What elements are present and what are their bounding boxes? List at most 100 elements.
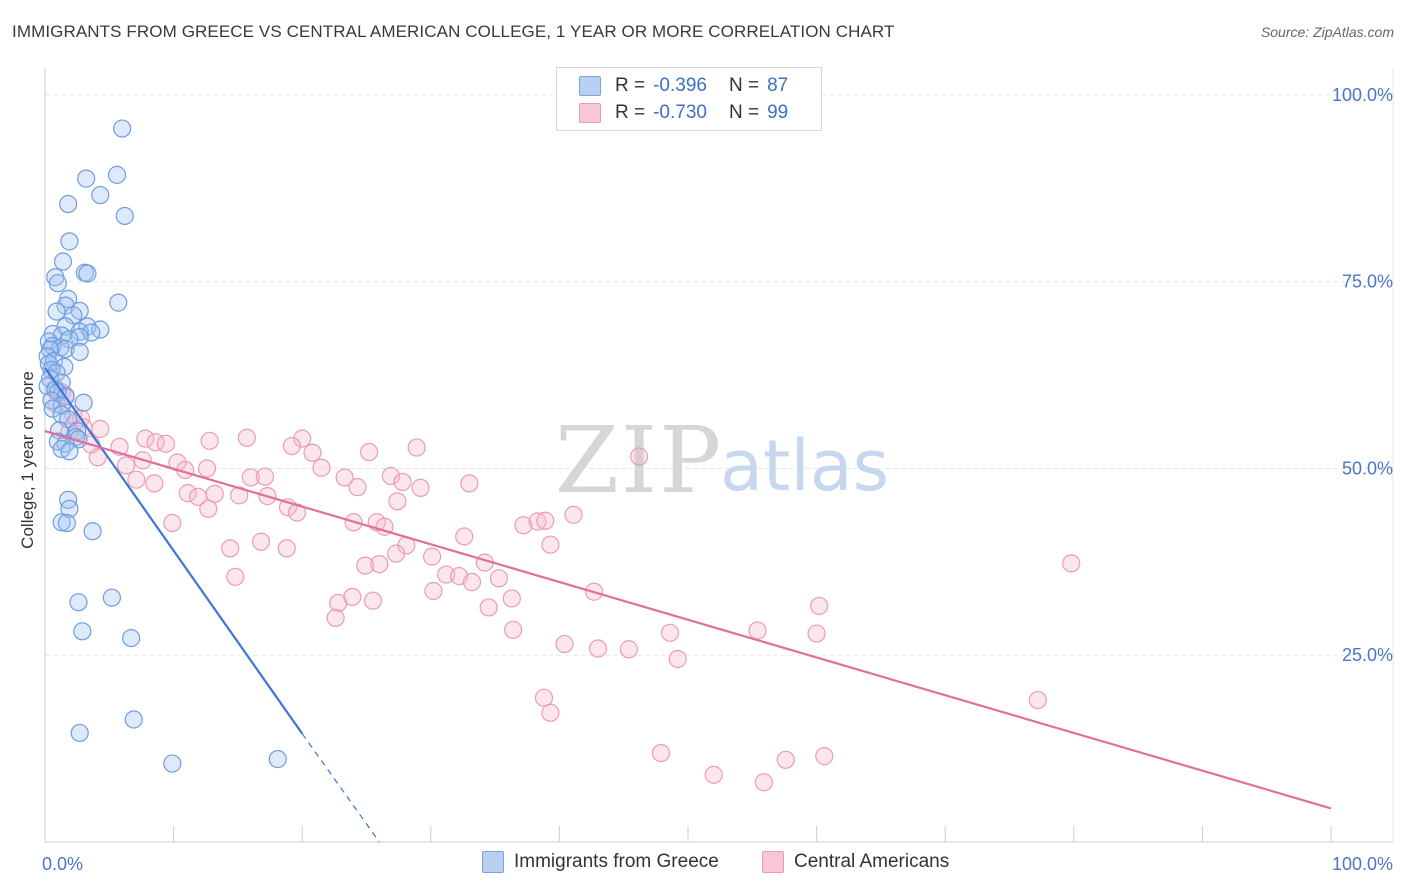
- watermark-zip: ZIP: [555, 407, 723, 514]
- legend-row-blue: R = -0.396 N = 87: [579, 73, 788, 99]
- series-legend: Immigrants from Greece Central Americans: [0, 851, 1406, 879]
- data-point: [541, 703, 560, 722]
- data-point: [555, 634, 574, 654]
- data-point: [303, 443, 322, 462]
- data-point: [293, 429, 312, 448]
- data-point: [748, 621, 767, 640]
- series-immigrants-from-greece: [38, 119, 287, 773]
- data-point: [668, 649, 687, 669]
- trend-line-pink: [44, 430, 1332, 810]
- axes: [44, 68, 1394, 843]
- data-point: [462, 572, 482, 592]
- y-axis-title: College, 1 year or more: [18, 371, 37, 549]
- data-point: [163, 513, 182, 533]
- chart-title: IMMIGRANTS FROM GREECE VS CENTRAL AMERIC…: [12, 22, 895, 41]
- data-point: [424, 581, 443, 601]
- data-point: [422, 547, 442, 566]
- data-point: [381, 466, 401, 486]
- data-point: [651, 743, 671, 763]
- data-point: [660, 623, 680, 642]
- data-point: [326, 608, 345, 627]
- data-point: [386, 544, 406, 563]
- data-point: [343, 587, 362, 607]
- series-central-americans: [46, 378, 1081, 792]
- data-point: [241, 468, 260, 487]
- data-point: [88, 448, 107, 467]
- data-point: [407, 438, 426, 457]
- data-point: [91, 185, 110, 205]
- legend-n-value-blue: 87: [767, 75, 789, 96]
- data-point: [60, 442, 79, 461]
- legend-item-greece[interactable]: Immigrants from Greece: [482, 851, 719, 873]
- data-point: [200, 431, 219, 450]
- legend-item-central-americans[interactable]: Central Americans: [762, 851, 949, 873]
- legend-r-label: R =: [615, 102, 646, 123]
- data-point: [359, 442, 379, 462]
- trend-line-extension-blue: [301, 733, 380, 843]
- data-point: [230, 486, 249, 505]
- data-point: [282, 436, 302, 456]
- trend-line-blue: [44, 366, 304, 735]
- y-tick-label: 75.0%: [1342, 272, 1393, 292]
- data-point: [197, 459, 217, 478]
- data-point: [124, 710, 143, 729]
- data-point: [1028, 690, 1047, 710]
- data-point: [534, 688, 554, 707]
- data-point: [43, 399, 62, 418]
- legend-r-value-pink: -0.730: [653, 102, 707, 123]
- data-point: [53, 252, 73, 271]
- data-point: [205, 484, 224, 503]
- data-point: [704, 765, 723, 784]
- data-point: [48, 274, 67, 293]
- data-point: [393, 472, 412, 492]
- data-point: [83, 522, 102, 541]
- data-point: [78, 264, 97, 283]
- data-point: [74, 393, 93, 412]
- data-point: [388, 492, 407, 511]
- data-point: [335, 468, 354, 487]
- data-point: [807, 624, 826, 643]
- legend-swatch-greece: [482, 851, 504, 873]
- data-point: [41, 369, 60, 388]
- data-point: [363, 591, 383, 610]
- data-point: [536, 511, 555, 530]
- data-point: [70, 342, 89, 362]
- data-point: [102, 588, 121, 607]
- data-point: [370, 554, 389, 574]
- data-point: [489, 569, 509, 588]
- data-point: [277, 539, 296, 558]
- legend-n-label: N =: [728, 75, 760, 96]
- y-tick-label: 100.0%: [1332, 85, 1393, 105]
- data-point: [127, 470, 146, 489]
- data-point: [754, 773, 773, 792]
- legend-label-greece: Immigrants from Greece: [514, 851, 719, 872]
- data-point: [312, 458, 331, 477]
- data-point: [115, 206, 134, 226]
- data-point: [514, 516, 533, 535]
- legend-swatch-central-americans: [762, 851, 784, 873]
- data-point: [163, 754, 182, 773]
- data-point: [237, 428, 257, 447]
- data-point: [77, 169, 96, 188]
- data-point: [116, 456, 136, 475]
- data-point: [56, 296, 75, 315]
- data-point: [479, 598, 498, 617]
- x-tick-label-min: 0.0%: [42, 854, 83, 874]
- watermark-atlas: atlas: [720, 425, 889, 507]
- data-point: [541, 535, 560, 554]
- data-point: [122, 628, 141, 648]
- data-point: [91, 419, 110, 438]
- data-point: [630, 447, 649, 466]
- data-point: [460, 474, 479, 493]
- axis-labels: 25.0% 50.0% 75.0% 100.0% 0.0% 100.0% College, …: [18, 85, 1393, 874]
- legend-label-central-americans: Central Americans: [794, 851, 950, 872]
- x-tick-label-max: 100.0%: [1332, 854, 1393, 874]
- watermark: ZIP atlas: [555, 407, 889, 514]
- legend-n-label: N =: [728, 102, 760, 123]
- data-point: [226, 567, 245, 586]
- trend-lines: [44, 366, 1332, 843]
- data-point: [113, 119, 132, 138]
- data-point: [199, 499, 218, 518]
- data-point: [268, 749, 287, 769]
